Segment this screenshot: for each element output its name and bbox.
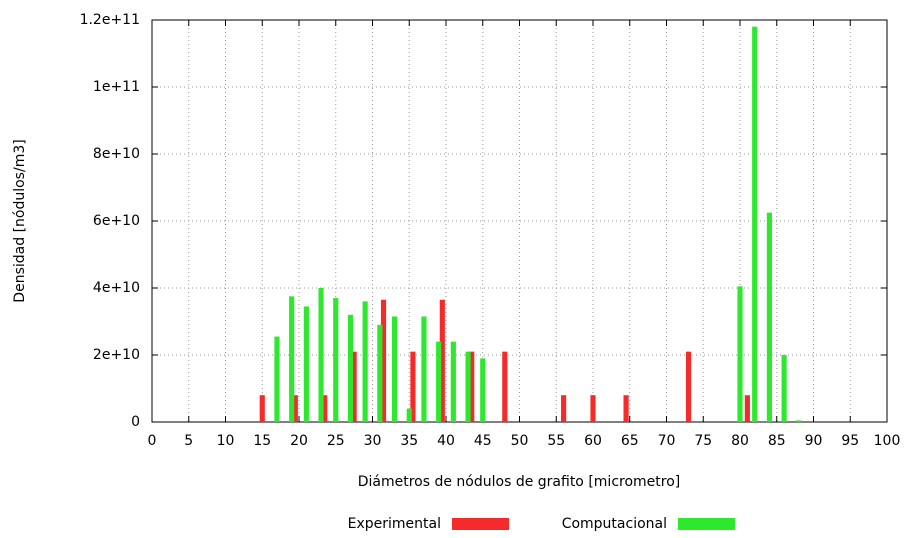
x-tick-label: 25 (327, 433, 345, 449)
x-tick-label: 15 (253, 433, 271, 449)
bar (480, 358, 486, 422)
bar (322, 395, 328, 422)
y-tick-label: 0 (131, 414, 140, 430)
y-tick-label: 8e+10 (93, 146, 140, 162)
bar (351, 351, 357, 422)
x-tick-label: 100 (874, 433, 901, 449)
bar (469, 351, 475, 422)
legend-label: Experimental (348, 516, 441, 532)
bar (465, 351, 471, 422)
bar (439, 299, 445, 422)
y-tick-label: 6e+10 (93, 213, 140, 229)
bar (289, 296, 295, 422)
bar (347, 314, 354, 422)
bar (406, 408, 412, 422)
y-tick-label: 1e+11 (93, 79, 140, 95)
y-tick-label: 2e+10 (93, 347, 140, 363)
bar (766, 212, 772, 422)
bar (752, 26, 758, 422)
bar (737, 286, 743, 422)
plot-frame (151, 19, 888, 423)
x-tick-label: 85 (768, 433, 786, 449)
bar (623, 395, 629, 422)
bar (685, 351, 692, 422)
bar (502, 351, 508, 422)
x-axis-label: Diámetros de nódulos de grafito [microme… (358, 474, 681, 490)
x-tick-label: 20 (290, 433, 308, 449)
x-tick-label: 5 (184, 433, 193, 449)
x-tick-label: 70 (658, 433, 676, 449)
bar (796, 420, 802, 422)
bar (318, 288, 324, 422)
bar (380, 299, 387, 422)
bar (590, 395, 596, 422)
bar (410, 351, 416, 422)
bar (274, 336, 280, 422)
x-tick-label: 55 (547, 433, 565, 449)
bar (259, 395, 265, 422)
x-tick-label: 60 (584, 433, 602, 449)
legend-label: Computacional (562, 516, 667, 532)
y-axis-label: Densidad [nódulos/m3] (12, 139, 28, 302)
bar (391, 316, 398, 422)
x-tick-label: 95 (841, 433, 859, 449)
bar (781, 355, 787, 422)
y-tick-label: 4e+10 (93, 280, 140, 296)
x-tick-label: 75 (694, 433, 712, 449)
x-tick-label: 35 (400, 433, 418, 449)
x-tick-label: 40 (437, 433, 455, 449)
x-tick-label: 10 (217, 433, 235, 449)
bar (377, 324, 383, 422)
y-tick-label: 1.2e+11 (80, 12, 140, 28)
legend-swatch (678, 518, 735, 530)
x-tick-label: 30 (364, 433, 382, 449)
bar (362, 301, 368, 422)
x-tick-label: 0 (148, 433, 157, 449)
bar (450, 341, 456, 422)
bar (303, 306, 309, 422)
x-tick-label: 45 (474, 433, 492, 449)
bar (744, 395, 750, 422)
legend-swatch (452, 518, 509, 530)
bar (561, 395, 567, 422)
x-tick-label: 90 (805, 433, 823, 449)
bar (333, 298, 339, 422)
bar (421, 316, 427, 422)
x-tick-label: 80 (731, 433, 749, 449)
x-tick-label: 65 (621, 433, 639, 449)
x-tick-label: 50 (511, 433, 529, 449)
bar (292, 395, 298, 422)
bar (436, 341, 442, 422)
